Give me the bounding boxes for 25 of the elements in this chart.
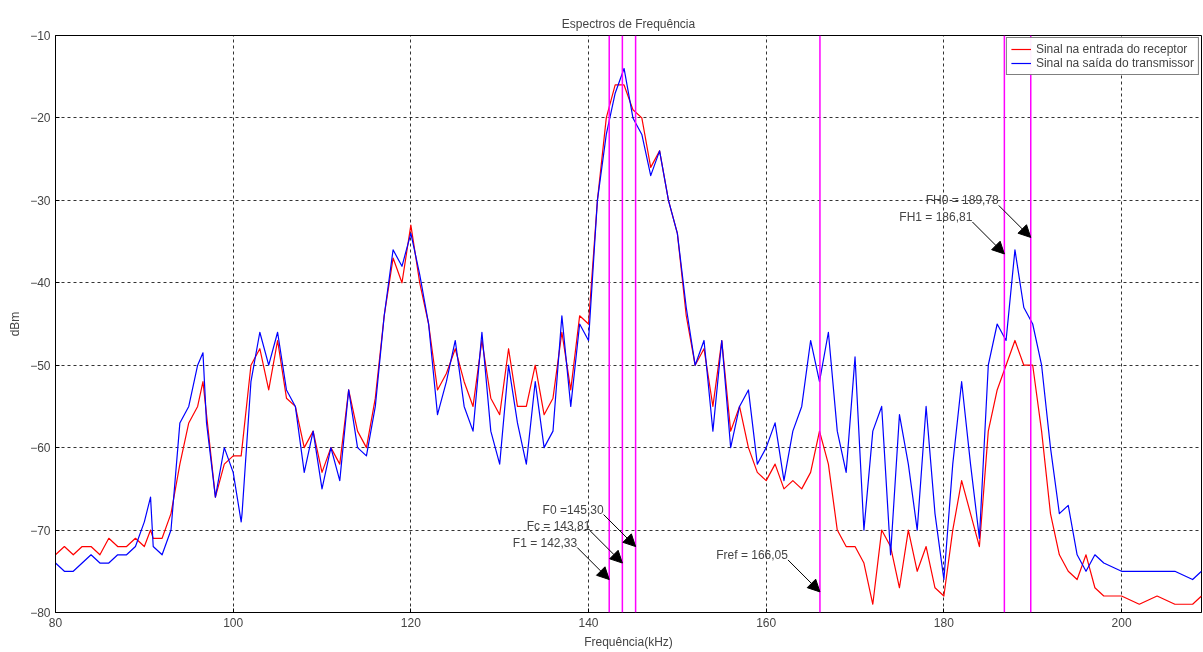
x-tick-label: 160 [756, 615, 777, 630]
y-tick-label: −20 [30, 111, 51, 126]
y-tick-label: −30 [30, 193, 51, 208]
legend-label: Sinal na entrada do receptor [1035, 42, 1188, 56]
annotation: Fc = 143,81 [526, 519, 591, 534]
annotation: FH0 = 189,78 [925, 193, 1000, 208]
y-tick-label: −40 [30, 276, 51, 291]
annotation: FH1 = 186,81 [899, 209, 973, 224]
y-tick-label: −80 [30, 606, 51, 620]
y-axis-title: dBm [8, 311, 23, 337]
legend-label: Sinal na saída do transmissor [1035, 56, 1194, 70]
chart-title: Espectros de Frequência [561, 16, 696, 31]
y-tick-label: −50 [30, 358, 51, 373]
x-tick-label: 140 [578, 615, 599, 630]
x-tick-label: 200 [1111, 615, 1132, 630]
y-tick-label: −60 [30, 441, 51, 456]
x-tick-label: 120 [400, 615, 422, 630]
annotation: F0 =145,30 [542, 502, 604, 517]
x-tick-label: 100 [223, 615, 244, 630]
x-tick-label: 180 [933, 615, 955, 630]
y-tick-label: −70 [30, 523, 51, 538]
y-tick-label: −10 [30, 29, 51, 43]
annotation: Fref = 166,05 [716, 547, 789, 562]
annotation: F1 = 142,33 [512, 535, 578, 550]
x-axis-title: Frequência(kHz) [584, 634, 673, 649]
